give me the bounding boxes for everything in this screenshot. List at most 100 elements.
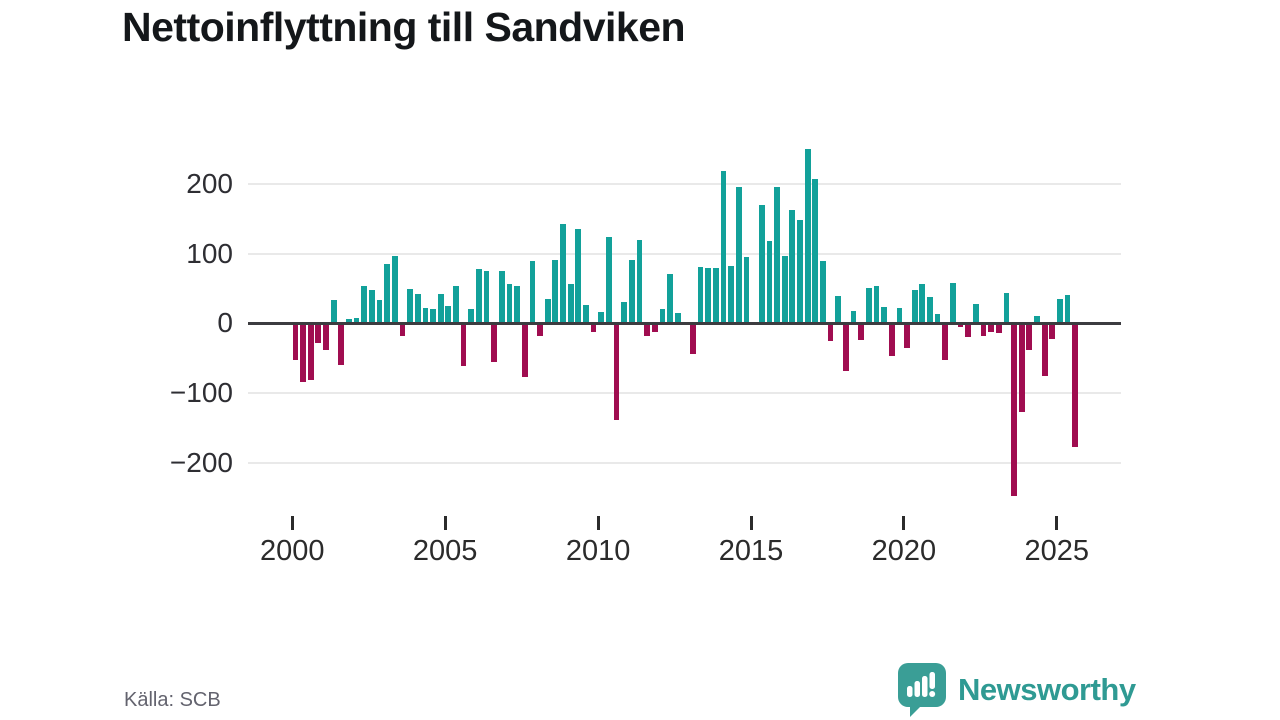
bar: [353, 317, 360, 324]
bar: [391, 256, 398, 324]
bar: [644, 323, 650, 336]
bar: [606, 236, 612, 324]
bar: [904, 323, 910, 349]
bar: [659, 308, 666, 324]
bar: [384, 264, 391, 324]
bar: [315, 323, 322, 343]
bar: [651, 323, 658, 332]
bar: [988, 323, 994, 332]
x-axis-tick-label: 2015: [718, 535, 784, 567]
bar: [361, 286, 368, 324]
bar: [529, 260, 536, 324]
bar: [865, 287, 872, 324]
bar: [598, 312, 605, 324]
bar: [995, 323, 1002, 334]
x-axis-tick: [443, 516, 447, 530]
bar: [1049, 323, 1056, 339]
bar: [1026, 323, 1033, 350]
bar: [743, 257, 750, 324]
bar: [950, 282, 956, 324]
x-axis-tick: [1055, 516, 1059, 530]
bar: [537, 323, 543, 336]
bar: [804, 149, 811, 324]
y-axis-tick-label: 100: [186, 237, 233, 269]
bar: [674, 312, 681, 324]
bar: [491, 323, 498, 362]
bar: [820, 261, 826, 324]
bar: [827, 323, 834, 342]
y-axis-tick-label: −100: [169, 377, 233, 408]
x-axis-tick: [902, 516, 906, 530]
bar: [797, 220, 803, 324]
bar: [911, 289, 918, 324]
bar: [881, 306, 887, 324]
bar: [934, 313, 941, 324]
bar: [927, 296, 933, 324]
bar: [583, 305, 589, 324]
x-axis-tick-label: 2025: [1024, 535, 1090, 567]
bar: [965, 323, 972, 338]
bar: [552, 259, 559, 324]
bar: [613, 323, 620, 421]
bar: [735, 186, 742, 324]
bar: [980, 323, 987, 336]
bar: [521, 323, 528, 377]
bar: [766, 241, 773, 324]
x-axis-tick-label: 2000: [260, 535, 325, 567]
bar: [560, 224, 566, 324]
bar: [453, 285, 459, 324]
bar: [506, 284, 513, 324]
bar: [972, 303, 979, 324]
bar: [330, 299, 337, 324]
bar: [812, 179, 819, 324]
bar: [567, 284, 574, 324]
bar: [667, 273, 673, 324]
bar: [713, 268, 719, 324]
gridline: [248, 392, 1121, 394]
bar: [468, 309, 475, 324]
bar: [697, 266, 704, 324]
bar: [888, 323, 895, 357]
bar: [575, 228, 582, 324]
x-axis-tick: [749, 516, 753, 530]
bar: [590, 323, 597, 333]
bar: [705, 267, 712, 324]
bar: [789, 210, 796, 324]
x-axis-tick-label: 2010: [565, 535, 631, 567]
bar: [1064, 294, 1071, 324]
bar: [873, 285, 880, 324]
bar: [942, 323, 949, 361]
x-axis-tick: [290, 516, 294, 530]
bar: [957, 323, 964, 327]
bar: [483, 271, 490, 324]
y-axis-tick-label: 200: [186, 167, 233, 199]
bar: [300, 323, 306, 382]
bar: [445, 305, 452, 324]
bar: [430, 309, 436, 324]
bar: [1041, 323, 1048, 376]
x-axis-tick-label: 2020: [871, 535, 937, 567]
bar: [850, 310, 857, 324]
bar: [896, 308, 903, 324]
newsworthy-logo-icon: [898, 663, 946, 717]
newsworthy-wordmark: Newsworthy: [958, 672, 1136, 707]
newsworthy-logo: Newsworthy: [898, 663, 1136, 717]
bar: [307, 323, 314, 380]
gridline: [248, 461, 1121, 464]
bar: [346, 319, 352, 324]
x-axis-tick-label: 2005: [412, 535, 478, 567]
bar: [690, 323, 696, 354]
bar: [514, 286, 520, 324]
bar: [323, 323, 329, 350]
bar: [774, 186, 780, 324]
bar: [376, 299, 383, 324]
bar: [758, 204, 765, 324]
bar: [399, 323, 406, 336]
bar: [498, 271, 505, 324]
bar: [842, 323, 849, 372]
x-axis-tick: [596, 516, 600, 530]
bar: [835, 296, 842, 324]
y-axis-tick-label: 0: [217, 307, 233, 339]
bar: [414, 294, 421, 324]
